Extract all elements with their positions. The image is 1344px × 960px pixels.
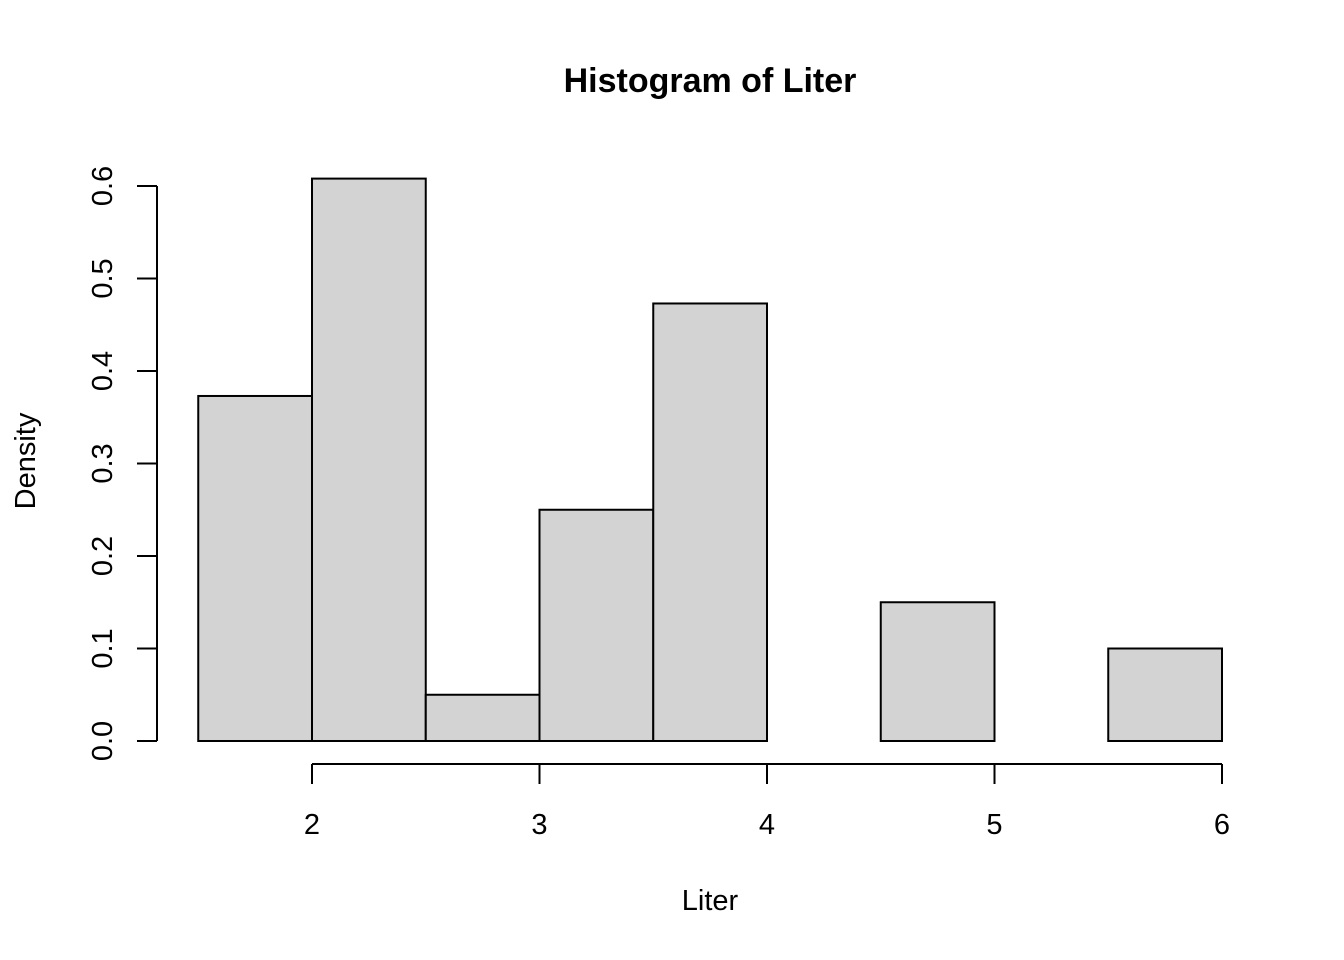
chart-title: Histogram of Liter <box>564 62 857 100</box>
histogram-bar <box>1107 647 1223 742</box>
histogram-bar <box>538 508 655 742</box>
x-axis-label: Liter <box>682 885 739 917</box>
histogram-bar <box>652 302 768 742</box>
x-tick-label: 4 <box>759 809 775 841</box>
y-tick-label: 0.5 <box>87 258 119 298</box>
y-tick-label: 0.0 <box>87 721 119 761</box>
x-tick-label: 2 <box>304 809 320 841</box>
y-tick-label: 0.2 <box>87 536 119 576</box>
histogram-bar <box>424 693 541 742</box>
x-tick-label: 6 <box>1214 809 1230 841</box>
x-tick-label: 5 <box>986 809 1002 841</box>
y-tick-label: 0.4 <box>87 351 119 391</box>
y-tick-label: 0.6 <box>87 166 119 206</box>
x-axis: 2 3 4 5 6 <box>304 763 1230 841</box>
x-tick-label: 3 <box>531 809 547 841</box>
y-tick-label: 0.1 <box>87 628 119 668</box>
histogram-bar <box>879 601 996 742</box>
histogram-bar <box>197 394 313 742</box>
y-axis-label: Density <box>10 412 42 509</box>
histogram-bar <box>311 177 427 743</box>
y-axis: 0.0 0.1 0.2 0.3 0.4 0.5 0.6 <box>87 166 158 761</box>
bars-group <box>197 177 1223 743</box>
y-tick-label: 0.3 <box>87 443 119 483</box>
